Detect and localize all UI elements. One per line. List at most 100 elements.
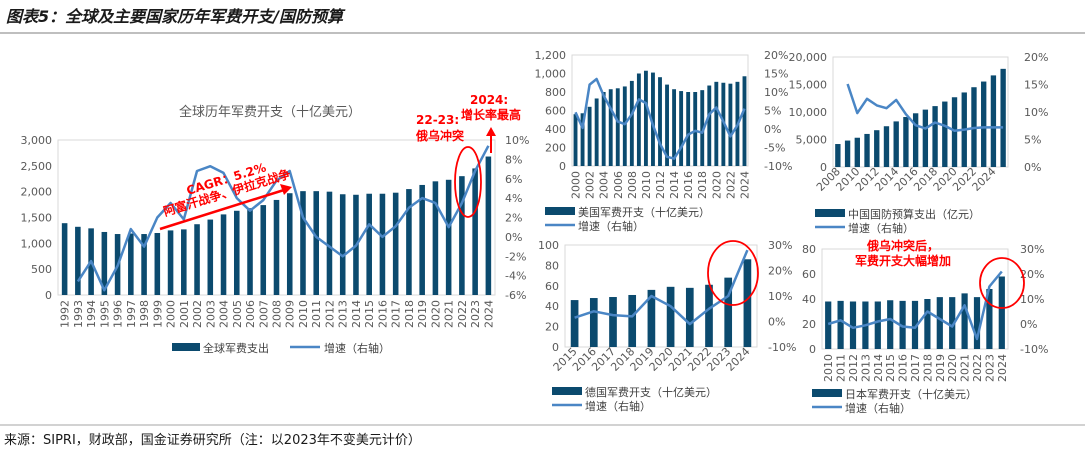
bar-2012 xyxy=(849,301,857,349)
bar-2010 xyxy=(825,301,832,349)
bar-2000 xyxy=(167,230,174,295)
y-left-tick-label: 80 xyxy=(802,243,816,256)
bar-2020 xyxy=(714,81,719,166)
x-tick-label: 1993 xyxy=(72,300,85,328)
x-tick-label: 2015 xyxy=(884,354,897,382)
x-tick-label: 2004 xyxy=(598,171,611,199)
conflict-highlight-ellipse xyxy=(454,146,482,218)
legend-bar-swatch xyxy=(552,387,582,395)
y-left-tick-label: 0 xyxy=(809,343,816,356)
y-right-tick-label: -5% xyxy=(764,142,785,155)
bar-2018 xyxy=(924,299,931,349)
bar-2002 xyxy=(194,224,200,295)
growth-line xyxy=(574,249,749,326)
peak-arrowhead xyxy=(486,127,496,136)
bar-2019 xyxy=(647,289,656,347)
bar-2018 xyxy=(628,294,637,347)
x-tick-label: 2011 xyxy=(310,300,323,328)
x-tick-label: 2019 xyxy=(934,354,947,382)
y-left-tick-label: 40 xyxy=(545,300,559,313)
bar-2022 xyxy=(728,83,733,166)
y-left-tick-label: 1,500 xyxy=(21,212,53,225)
y-right-tick-label: 15% xyxy=(1024,79,1048,92)
legend-line-label: 增速（右轴） xyxy=(845,401,911,415)
x-tick-label: 2017 xyxy=(390,300,403,328)
bar-2005 xyxy=(233,210,240,295)
bar-2014 xyxy=(874,301,881,349)
cagr-arrowhead xyxy=(280,184,292,195)
y-left-tick-label: 600 xyxy=(545,105,566,118)
bar-2020 xyxy=(951,97,958,167)
bar-2011 xyxy=(651,72,655,166)
bar-2018 xyxy=(406,189,412,295)
germany-highlight-ellipse xyxy=(707,240,759,306)
y-left-tick-label: 20,000 xyxy=(789,51,828,64)
conflict-year-label: 22-23: xyxy=(416,113,459,127)
bar-2017 xyxy=(609,297,617,347)
y-left-tick-label: 3,000 xyxy=(21,134,53,147)
x-tick-label: 2004 xyxy=(218,300,231,328)
growth-line xyxy=(574,77,746,160)
bar-2020 xyxy=(666,286,675,347)
bar-2021 xyxy=(961,293,968,349)
y-right-tick-label: 30% xyxy=(768,239,792,252)
bar-2018 xyxy=(700,90,705,166)
bar-2016 xyxy=(899,300,906,349)
bar-2023 xyxy=(472,168,478,295)
x-tick-label: 2014 xyxy=(668,171,681,199)
legend-bar-label: 美国军费开支（十亿美元） xyxy=(578,205,710,219)
bar-2009 xyxy=(844,140,851,167)
bar-2003 xyxy=(207,219,214,295)
x-tick-label: 2018 xyxy=(921,354,934,382)
x-tick-label: 1997 xyxy=(125,300,138,328)
y-right-tick-label: 0% xyxy=(1024,161,1041,174)
x-tick-label: 2018 xyxy=(696,171,709,199)
x-tick-label: 2022 xyxy=(971,354,984,382)
y-left-tick-label: 0 xyxy=(552,341,559,354)
bar-2022 xyxy=(973,297,981,349)
source-note: 来源：SIPRI，财政部，国金证券研究所（注：以2023年不变美元计价） xyxy=(4,432,421,448)
y-left-tick-label: 1,200 xyxy=(535,49,567,62)
y-right-tick-label: 30% xyxy=(1020,243,1044,256)
x-tick-label: 2006 xyxy=(612,171,625,199)
y-right-tick-label: -10% xyxy=(1020,343,1048,356)
y-right-tick-label: 20% xyxy=(1020,268,1044,281)
bar-2016 xyxy=(686,92,691,166)
x-tick-label: 2012 xyxy=(847,354,860,382)
x-tick-label: 2020 xyxy=(429,300,442,328)
bar-2011 xyxy=(837,300,844,349)
y-left-tick-label: 40 xyxy=(802,293,816,306)
bar-2014 xyxy=(893,121,899,167)
bar-2004 xyxy=(220,214,227,295)
x-tick-label: 2024 xyxy=(738,171,751,199)
bar-2002 xyxy=(587,106,592,166)
x-tick-label: 2008 xyxy=(626,171,639,199)
y-right-tick-label: -10% xyxy=(768,341,796,354)
bar-2024 xyxy=(742,76,747,166)
legend-bar-swatch xyxy=(812,389,842,397)
us-chart: 0 200 400 600 800 1,000 1,200 -10% -5% 0% 5% 10% 15%… xyxy=(535,49,793,233)
bar-2020 xyxy=(949,297,956,349)
legend-bar-label: 德国军费开支（十亿美元） xyxy=(585,385,717,399)
y-right-tick-label: 6% xyxy=(505,173,522,186)
x-tick-label: 2020 xyxy=(946,354,959,382)
bar-2014 xyxy=(672,89,677,166)
x-tick-label: 2022 xyxy=(724,171,737,199)
bar-1993 xyxy=(75,226,81,295)
y-right-tick-label: 10% xyxy=(764,86,788,99)
y-right-tick-label: 10% xyxy=(768,290,792,303)
bar-2021 xyxy=(445,179,452,295)
bar-2013 xyxy=(665,84,669,166)
y-right-tick-label: -4% xyxy=(505,270,526,283)
bar-2001 xyxy=(181,229,187,295)
global-chart: 全球历年军费开支（十亿美元） 0 500 1,000 1,500 2,000 2,500 3,… xyxy=(21,104,530,355)
y-right-tick-label: 20% xyxy=(1024,51,1048,64)
y-left-tick-label: 20 xyxy=(802,318,816,331)
x-tick-label: 2000 xyxy=(570,171,583,199)
bar-1998 xyxy=(141,234,147,295)
x-tick-label: 2021 xyxy=(443,300,456,328)
bar-1999 xyxy=(154,233,161,295)
x-tick-label: 2022 xyxy=(456,300,469,328)
bar-2008 xyxy=(629,80,634,166)
y-right-tick-label: 0% xyxy=(505,231,522,244)
